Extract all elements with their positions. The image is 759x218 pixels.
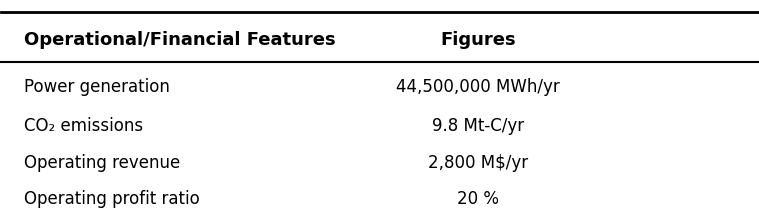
Text: 2,800 M$/yr: 2,800 M$/yr: [428, 154, 528, 172]
Text: Operating profit ratio: Operating profit ratio: [24, 190, 200, 208]
Text: 44,500,000 MWh/yr: 44,500,000 MWh/yr: [396, 78, 559, 97]
Text: Operational/Financial Features: Operational/Financial Features: [24, 31, 335, 49]
Text: Operating revenue: Operating revenue: [24, 154, 181, 172]
Text: 9.8 Mt-C/yr: 9.8 Mt-C/yr: [432, 117, 524, 135]
Text: Power generation: Power generation: [24, 78, 170, 97]
Text: 20 %: 20 %: [457, 190, 499, 208]
Text: Figures: Figures: [440, 31, 515, 49]
Text: CO₂ emissions: CO₂ emissions: [24, 117, 143, 135]
